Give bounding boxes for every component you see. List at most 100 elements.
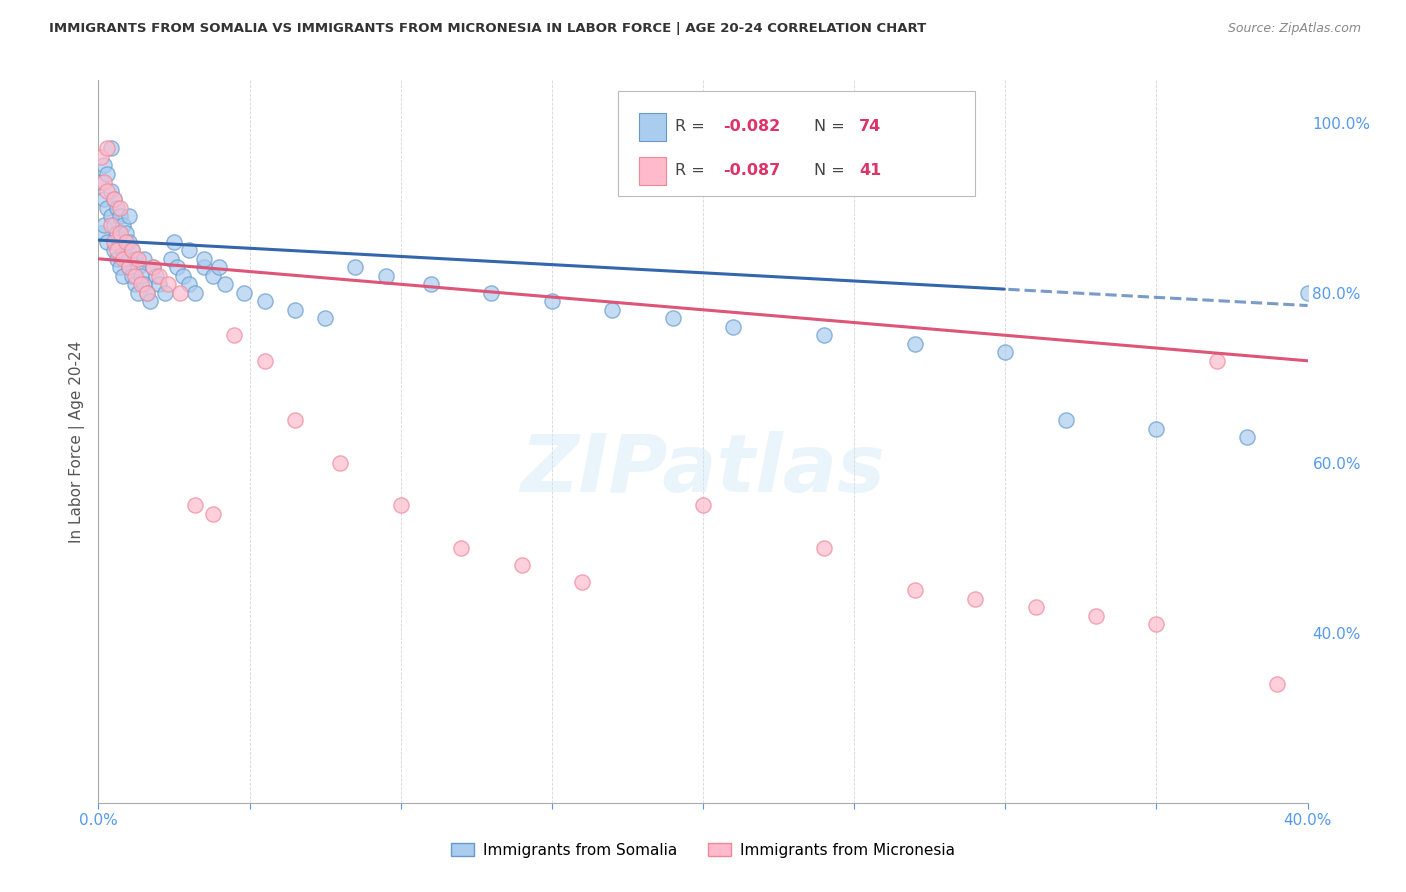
Point (184, 285, 207, 300)
Text: R =: R = (675, 163, 710, 178)
Bar (638, 113, 665, 141)
Point (166, 260, 188, 275)
Point (118, 235, 141, 249)
Point (105, 244, 128, 258)
Point (813, 328, 835, 343)
Point (139, 294, 162, 309)
Point (284, 302, 307, 317)
Point (121, 244, 143, 258)
Point (108, 260, 131, 275)
Point (156, 277, 179, 292)
Point (118, 209, 141, 223)
Point (193, 260, 215, 275)
Point (100, 209, 122, 223)
Point (540, 294, 562, 309)
Text: N =: N = (814, 163, 851, 178)
Point (142, 260, 165, 275)
Point (90, 227, 112, 241)
Text: -0.082: -0.082 (724, 120, 780, 135)
Point (100, 141, 122, 155)
Point (374, 268, 396, 283)
Point (184, 498, 207, 512)
Point (142, 260, 165, 275)
Point (90, 150, 112, 164)
Point (344, 260, 367, 275)
Point (93, 218, 115, 232)
Point (105, 252, 128, 266)
Text: ZIPatlas: ZIPatlas (520, 432, 886, 509)
Point (160, 252, 183, 266)
Legend: Immigrants from Somalia, Immigrants from Micronesia: Immigrants from Somalia, Immigrants from… (444, 837, 962, 863)
Point (108, 227, 131, 241)
Point (148, 277, 170, 292)
Point (103, 192, 125, 206)
Point (132, 252, 155, 266)
Point (118, 260, 141, 275)
Text: -0.087: -0.087 (724, 163, 780, 178)
Point (253, 294, 276, 309)
Point (1267, 677, 1289, 691)
Point (103, 218, 125, 232)
Point (145, 268, 167, 283)
Bar (638, 157, 665, 185)
Point (100, 184, 122, 198)
Point (124, 277, 146, 292)
Text: 41: 41 (859, 163, 882, 178)
Point (148, 268, 170, 283)
Point (135, 285, 157, 300)
Y-axis label: In Labor Force | Age 20-24: In Labor Force | Age 20-24 (69, 341, 84, 542)
Point (108, 235, 131, 249)
Point (904, 336, 927, 351)
Point (179, 244, 201, 258)
Point (813, 541, 835, 555)
Point (90, 175, 112, 189)
Point (284, 413, 307, 427)
Point (1236, 430, 1258, 444)
Point (118, 260, 141, 275)
Point (169, 285, 191, 300)
Point (100, 218, 122, 232)
Point (904, 583, 927, 598)
Point (124, 268, 146, 283)
Point (481, 285, 503, 300)
Point (103, 235, 125, 249)
Point (96, 141, 118, 155)
Point (93, 158, 115, 172)
Point (124, 252, 146, 266)
Point (1054, 413, 1077, 427)
Point (105, 227, 128, 241)
Text: Source: ZipAtlas.com: Source: ZipAtlas.com (1227, 22, 1361, 36)
Point (1144, 617, 1167, 632)
Text: IMMIGRANTS FROM SOMALIA VS IMMIGRANTS FROM MICRONESIA IN LABOR FORCE | AGE 20-24: IMMIGRANTS FROM SOMALIA VS IMMIGRANTS FR… (49, 22, 927, 36)
Point (111, 244, 134, 258)
Point (163, 235, 186, 249)
Point (153, 285, 176, 300)
Point (127, 285, 149, 300)
Point (253, 353, 276, 368)
Point (132, 277, 155, 292)
Point (114, 252, 136, 266)
Point (692, 498, 714, 512)
Point (314, 311, 336, 326)
Point (111, 268, 134, 283)
Point (93, 175, 115, 189)
Point (114, 227, 136, 241)
Point (193, 252, 215, 266)
Point (450, 541, 472, 555)
Point (994, 345, 1017, 359)
Point (329, 456, 352, 470)
Point (121, 268, 143, 283)
Point (232, 285, 254, 300)
Point (96, 167, 118, 181)
Point (93, 192, 115, 206)
Text: 74: 74 (859, 120, 882, 135)
Point (202, 507, 225, 521)
Point (214, 277, 236, 292)
Point (96, 235, 118, 249)
Point (208, 260, 231, 275)
Point (1085, 608, 1108, 623)
Point (965, 591, 987, 606)
Point (510, 558, 533, 572)
Point (661, 311, 683, 326)
Point (129, 277, 152, 292)
